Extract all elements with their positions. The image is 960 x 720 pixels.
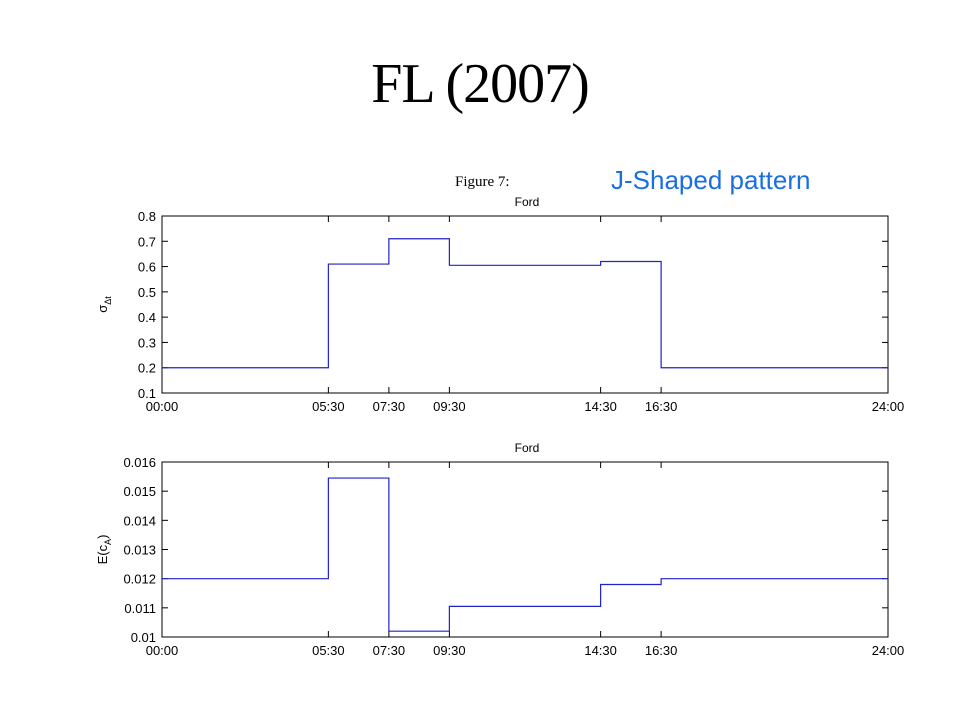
chart-1-ytick-label: 0.5	[138, 285, 156, 300]
chart-2-ytick-label: 0.015	[123, 484, 156, 499]
chart-2-ytick-label: 0.016	[123, 455, 156, 470]
chart-2-xtick-label: 09:30	[433, 643, 466, 658]
chart-2-plot-frame	[161, 461, 889, 638]
chart-1-xtick-label: 24:00	[872, 399, 905, 414]
chart-2-ytick-label: 0.013	[123, 543, 156, 558]
chart-1-xtick-label: 14:30	[584, 399, 617, 414]
chart-1-ylabel: σΔt	[95, 296, 113, 313]
slide-title: FL (2007)	[371, 53, 590, 115]
chart-1-ytick-label: 0.8	[138, 209, 156, 224]
chart-1-xtick-label: 05:30	[312, 399, 345, 414]
chart-1-xtick-label: 00:00	[146, 399, 179, 414]
chart-2-xtick-label: 24:00	[872, 643, 905, 658]
chart-1-ytick-label: 0.2	[138, 361, 156, 376]
chart-2-xtick-label: 14:30	[584, 643, 617, 658]
chart-1-ytick-label: 0.3	[138, 335, 156, 350]
chart-2-title: Ford	[515, 441, 540, 455]
figure-label: Figure 7:	[455, 174, 510, 190]
chart-2-xtick-label: 00:00	[146, 643, 179, 658]
chart-2-ylabel: E(cA)	[95, 535, 113, 565]
chart-2-ytick-label: 0.011	[124, 601, 156, 616]
chart-1-ytick-label: 0.1	[138, 386, 156, 401]
chart-1-series-line	[162, 238, 888, 369]
chart-1-title: Ford	[515, 195, 540, 209]
chart-1-ytick-label: 0.6	[138, 260, 156, 275]
annotation-label: J-Shaped pattern	[611, 165, 811, 195]
chart-1-ytick-label: 0.4	[138, 310, 156, 325]
chart-1-xtick-label: 07:30	[373, 399, 406, 414]
chart-2-xtick-label: 16:30	[645, 643, 678, 658]
chart-1-plot-frame	[161, 215, 889, 394]
chart-2-series-line	[162, 477, 888, 632]
chart-1-ytick-label: 0.7	[138, 234, 156, 249]
chart-1-xtick-label: 09:30	[433, 399, 466, 414]
chart-2-ytick-label: 0.01	[131, 630, 156, 645]
chart-2-xtick-label: 05:30	[312, 643, 345, 658]
chart-1-xtick-label: 16:30	[645, 399, 678, 414]
chart-2-ytick-label: 0.012	[123, 572, 156, 587]
chart-2-xtick-label: 07:30	[373, 643, 406, 658]
chart-2-ytick-label: 0.014	[123, 513, 156, 528]
